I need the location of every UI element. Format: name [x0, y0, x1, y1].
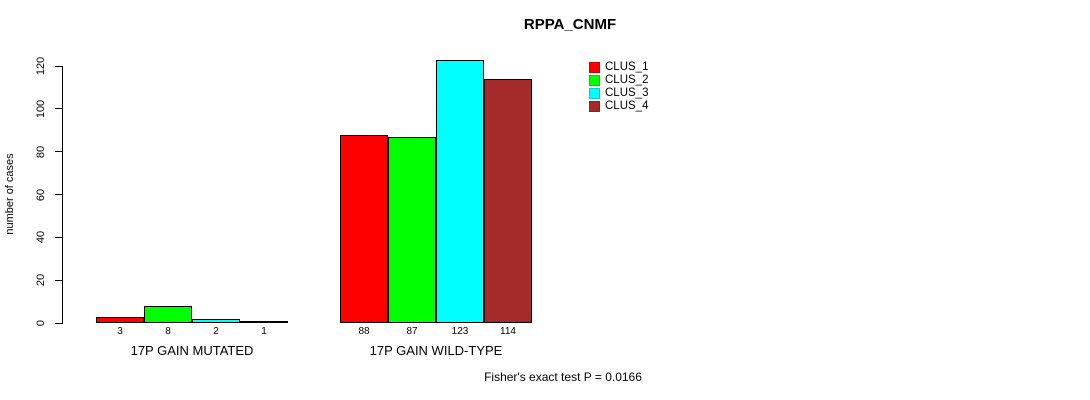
bar-value-label: 8: [165, 326, 171, 337]
bar-clus_4-group2: [484, 78, 532, 323]
y-tick-label: 120: [35, 56, 47, 76]
legend-swatch-icon: [589, 75, 600, 86]
bar-clus_4-group1: [240, 320, 288, 323]
legend-swatch-icon: [589, 88, 600, 99]
bar-value-label: 88: [358, 326, 370, 337]
legend-row-clus_4: CLUS_4: [589, 100, 648, 113]
legend-swatch-icon: [589, 62, 600, 73]
y-tick-label: 60: [35, 188, 47, 201]
y-tick-mark: [55, 279, 63, 281]
legend-swatch-icon: [589, 101, 600, 112]
legend-row-clus_3: CLUS_3: [589, 87, 648, 100]
legend-row-clus_2: CLUS_2: [589, 74, 648, 87]
y-tick-label: 100: [35, 99, 47, 119]
bar-value-label: 3: [117, 326, 123, 337]
bar-clus_1-group1: [96, 316, 144, 323]
y-tick-mark: [55, 322, 63, 324]
bar-value-label: 123: [451, 326, 469, 337]
legend-label: CLUS_2: [605, 74, 649, 86]
y-tick-mark: [55, 108, 63, 110]
y-tick-mark: [55, 151, 63, 153]
y-tick-mark: [55, 194, 63, 195]
bar-clus_2-group2: [388, 136, 436, 323]
chart-title: RPPA_CNMF: [523, 16, 617, 33]
footer-stat: Fisher's exact test P = 0.0166: [484, 370, 642, 384]
bar-clus_2-group1: [144, 305, 192, 323]
y-tick-mark: [55, 236, 63, 238]
bar-clus_3-group2: [436, 59, 484, 323]
y-tick-label: 40: [35, 231, 47, 244]
bar-value-label: 2: [213, 326, 219, 337]
bar-clus_3-group1: [192, 318, 240, 323]
legend-row-clus_1: CLUS_1: [589, 61, 648, 74]
bar-value-label: 87: [406, 326, 418, 337]
y-tick-label: 80: [35, 145, 47, 158]
legend-label: CLUS_3: [605, 87, 649, 99]
y-axis-label: number of cases: [4, 153, 16, 235]
legend-label: CLUS_4: [605, 100, 649, 112]
group-label: 17P GAIN WILD-TYPE: [369, 343, 503, 358]
bar-value-label: 1: [261, 326, 267, 337]
legend-label: CLUS_1: [605, 61, 649, 73]
bar-clus_1-group2: [340, 134, 388, 323]
y-tick-mark: [55, 65, 63, 67]
group-label: 17P GAIN MUTATED: [130, 343, 254, 358]
bar-value-label: 114: [500, 326, 516, 337]
legend: CLUS_1 CLUS_2 CLUS_3 CLUS_4: [589, 61, 648, 113]
y-tick-label: 0: [35, 319, 47, 327]
y-tick-label: 20: [35, 274, 47, 287]
